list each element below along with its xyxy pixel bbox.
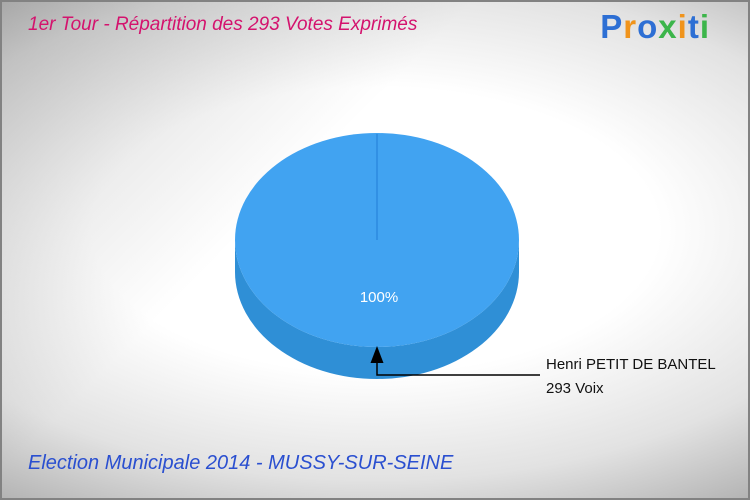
logo-letter: o: [637, 8, 659, 45]
callout-candidate-name: Henri PETIT DE BANTEL: [546, 356, 716, 373]
logo-letter: t: [687, 8, 700, 45]
logo-letter: i: [677, 8, 688, 45]
callout-line: [376, 360, 540, 376]
proxiti-logo[interactable]: Proxiti: [600, 8, 710, 46]
callout-label: Henri PETIT DE BANTEL 293 Voix: [546, 353, 716, 401]
logo-letter: P: [600, 8, 624, 45]
callout-votes: 293 Voix: [546, 380, 604, 397]
pie-slice-top: [235, 133, 519, 347]
callout-arrowhead: [370, 346, 384, 363]
logo-letter: r: [623, 8, 638, 45]
logo-letter: i: [699, 8, 710, 45]
page-title: 1er Tour - Répartition des 293 Votes Exp…: [28, 14, 418, 35]
footer-title: Election Municipale 2014 - MUSSY-SUR-SEI…: [28, 452, 454, 474]
pie-percentage-label: 100%: [359, 289, 399, 306]
logo-letter: x: [658, 8, 678, 45]
pie-slice-side: [235, 240, 519, 379]
